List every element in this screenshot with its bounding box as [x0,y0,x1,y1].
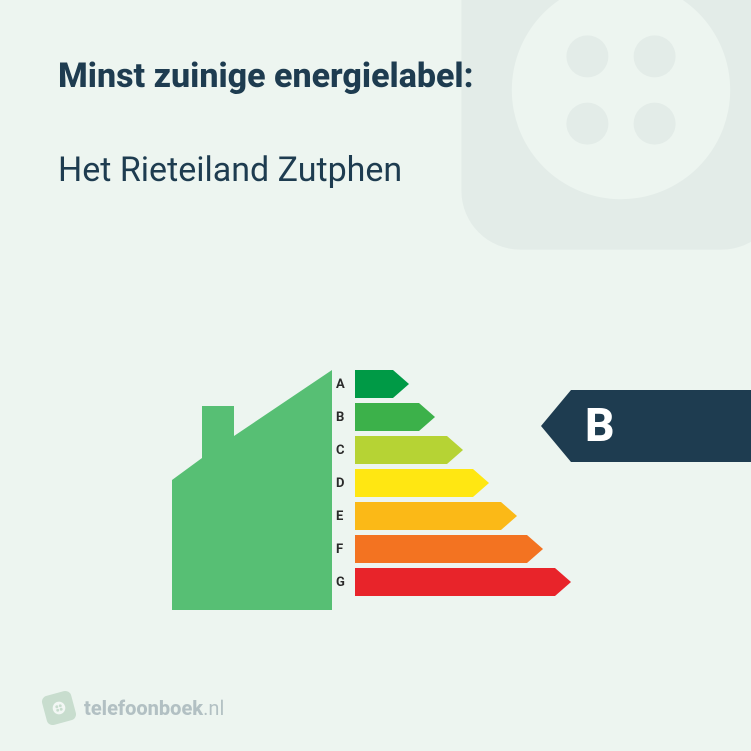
bar-label: G [336,575,346,590]
selected-letter: B [585,399,615,453]
badge-box: B [571,390,751,462]
brand-icon [41,690,78,727]
bar-row-b: B [336,403,571,431]
selected-label-badge: B [541,390,751,462]
bar-label: A [336,377,346,392]
background-decoration [411,0,751,300]
bar-arrow [355,535,543,563]
energy-label-chart: A B C D E F G [336,370,571,596]
bar-row-c: C [336,436,571,464]
bar-label: B [336,410,346,425]
bar-row-a: A [336,370,571,398]
bar-label: F [336,542,346,557]
bar-row-g: G [336,568,571,596]
bar-arrow [355,502,517,530]
brand-text: telefoonboek.nl [84,696,224,720]
bar-label: E [336,509,346,524]
bar-row-d: D [336,469,571,497]
bar-arrow [355,370,409,398]
bar-label: C [336,443,346,458]
location-name: Het Rieteiland Zutphen [58,150,402,190]
badge-pointer [541,390,571,462]
house-icon [162,370,332,610]
footer-brand: telefoonboek.nl [44,693,224,723]
bar-arrow [355,469,489,497]
bar-arrow [355,568,571,596]
bar-label: D [336,476,346,491]
bar-arrow [355,403,435,431]
bar-row-e: E [336,502,571,530]
bar-arrow [355,436,463,464]
page-title: Minst zuinige energielabel: [58,56,474,96]
bar-row-f: F [336,535,571,563]
